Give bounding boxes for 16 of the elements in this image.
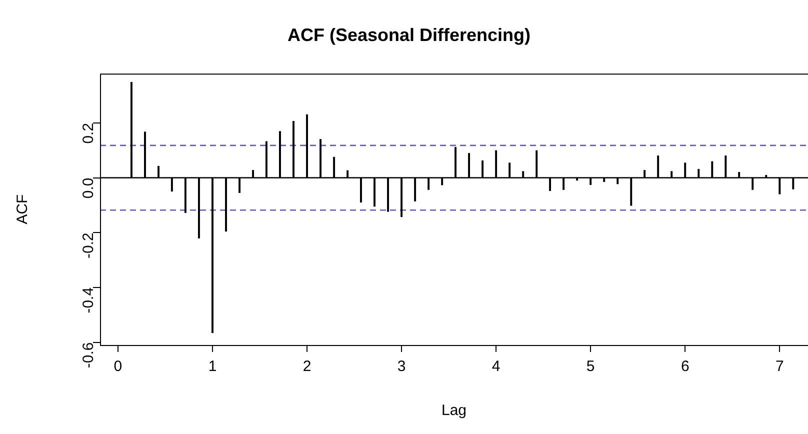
y-tick-label: 0.2 — [80, 122, 98, 144]
x-tick-label: 6 — [680, 358, 690, 376]
x-axis-title: Lag — [441, 402, 467, 420]
x-tick-label: 2 — [302, 358, 312, 376]
y-tick-label: -0.4 — [80, 287, 98, 314]
x-tick-label: 3 — [397, 358, 406, 376]
y-tick-label: -0.6 — [80, 342, 98, 368]
y-tick-label: -0.2 — [80, 232, 98, 258]
x-tick-label: 4 — [492, 358, 500, 376]
x-tick-label: 1 — [208, 358, 217, 376]
x-tick-label: 0 — [114, 358, 122, 376]
y-axis-title: ACF — [14, 194, 32, 224]
y-tick-label: 0.0 — [80, 178, 98, 199]
x-tick-label: 7 — [775, 358, 784, 376]
chart-title: ACF (Seasonal Differencing) — [287, 24, 531, 45]
x-tick-label: 5 — [586, 358, 595, 376]
